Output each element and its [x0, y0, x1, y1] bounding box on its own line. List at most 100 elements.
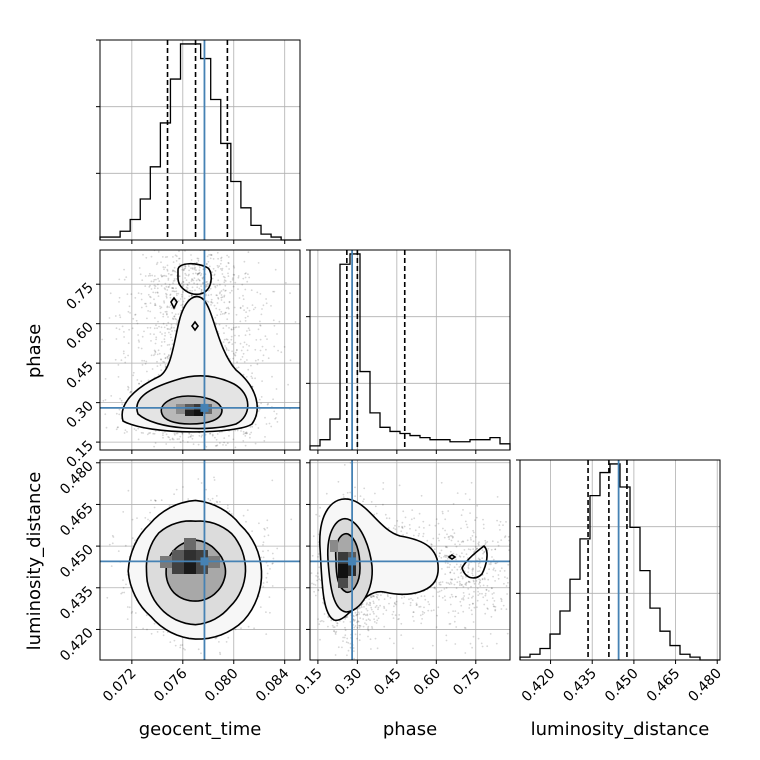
- sample-point: [210, 301, 213, 304]
- sample-point: [190, 435, 192, 438]
- sample-point: [272, 290, 274, 293]
- sample-point: [201, 277, 204, 280]
- sample-point: [335, 630, 338, 633]
- sample-point: [145, 302, 147, 305]
- sample-point: [234, 341, 237, 344]
- sample-point: [223, 312, 226, 315]
- sample-point: [263, 527, 266, 530]
- sample-point: [327, 625, 329, 628]
- sample-point: [122, 579, 124, 581]
- sample-point: [276, 421, 279, 423]
- sample-point: [125, 583, 127, 586]
- sample-point: [239, 306, 242, 309]
- sample-point: [235, 313, 238, 316]
- sample-point: [154, 499, 156, 502]
- sample-point: [140, 347, 143, 350]
- sample-point: [178, 275, 181, 278]
- sample-point: [179, 441, 182, 444]
- sample-point: [177, 292, 180, 295]
- sample-point: [261, 345, 264, 348]
- sample-point: [182, 486, 184, 488]
- sample-point: [153, 349, 156, 352]
- sample-point: [163, 338, 166, 341]
- sample-point: [366, 602, 368, 605]
- sample-point: [219, 442, 221, 444]
- sample-point: [198, 279, 201, 282]
- sample-point: [166, 306, 169, 309]
- sample-point: [219, 651, 221, 654]
- sample-point: [216, 433, 219, 435]
- sample-point: [175, 290, 178, 293]
- sample-point: [164, 310, 167, 313]
- sample-point: [349, 462, 352, 464]
- sample-point: [358, 624, 360, 627]
- sample-point: [147, 275, 150, 277]
- sample-point: [257, 427, 260, 429]
- sample-point: [229, 291, 232, 294]
- sample-point: [160, 358, 163, 361]
- sample-point: [234, 351, 237, 354]
- sample-point: [126, 618, 129, 620]
- sample-point: [213, 273, 216, 276]
- sample-point: [146, 317, 148, 320]
- sample-point: [218, 323, 221, 326]
- sample-point: [184, 237, 186, 239]
- sample-point: [265, 633, 268, 635]
- sample-point: [175, 323, 178, 326]
- sample-point: [174, 270, 177, 273]
- sample-point: [374, 505, 377, 508]
- sample-point: [167, 321, 170, 324]
- sample-point: [201, 282, 204, 284]
- sample-point: [163, 268, 165, 271]
- sample-point: [302, 302, 304, 304]
- sample-point: [128, 305, 131, 308]
- sample-point: [230, 289, 233, 292]
- sample-point: [186, 283, 189, 286]
- sample-point: [197, 278, 200, 280]
- sample-point: [372, 602, 375, 605]
- sample-point: [193, 267, 196, 269]
- sample-point: [220, 290, 223, 292]
- sample-point: [246, 307, 249, 309]
- sample-point: [121, 325, 124, 328]
- density-bin: [185, 404, 194, 414]
- sample-point: [265, 576, 268, 579]
- sample-point: [157, 373, 160, 376]
- sample-point: [322, 620, 325, 623]
- sample-point: [205, 488, 208, 491]
- sample-point: [221, 296, 224, 298]
- sample-point: [218, 292, 221, 295]
- sample-point: [226, 504, 229, 507]
- sample-point: [266, 572, 269, 575]
- sample-point: [266, 403, 269, 406]
- sample-point: [129, 391, 132, 393]
- sample-point: [346, 654, 348, 657]
- sample-point: [225, 338, 228, 341]
- sample-point: [166, 268, 169, 271]
- density-bin: [185, 410, 194, 416]
- sample-point: [193, 277, 196, 279]
- sample-point: [137, 427, 140, 430]
- sample-point: [362, 625, 365, 628]
- sample-point: [362, 613, 365, 616]
- sample-point: [216, 251, 219, 254]
- sample-point: [149, 274, 152, 277]
- sample-point: [167, 286, 170, 289]
- sample-point: [265, 302, 268, 305]
- sample-point: [283, 346, 286, 348]
- sample-point: [156, 261, 159, 264]
- sample-point: [233, 274, 236, 276]
- sample-point: [162, 313, 165, 316]
- sample-point: [274, 268, 277, 271]
- sample-point: [238, 297, 241, 299]
- sample-point: [254, 359, 257, 362]
- sample-point: [214, 445, 217, 447]
- sample-point: [246, 359, 248, 361]
- sample-point: [273, 290, 276, 293]
- sample-point: [188, 295, 191, 298]
- sample-point: [118, 278, 121, 281]
- sample-point: [325, 492, 328, 495]
- sample-point: [224, 345, 227, 347]
- sample-point: [141, 335, 144, 338]
- sample-point: [188, 269, 191, 272]
